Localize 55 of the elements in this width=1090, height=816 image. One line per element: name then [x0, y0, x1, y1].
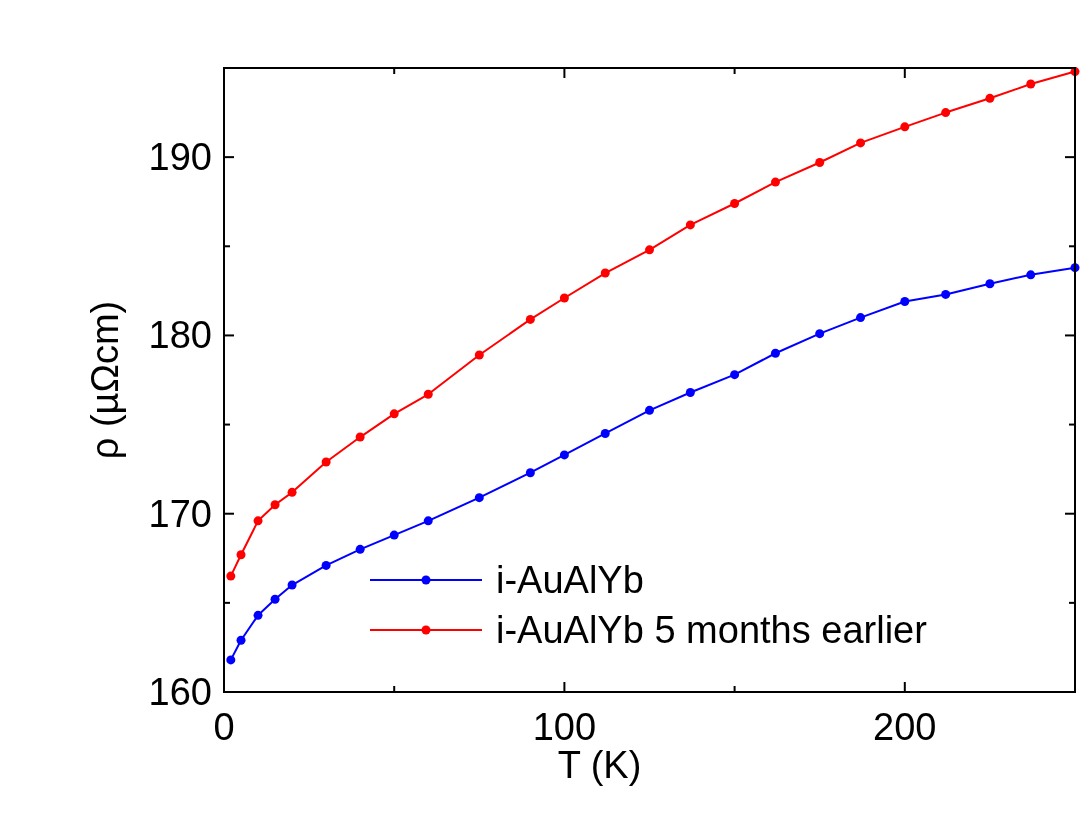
- x-tick-label: 200: [873, 706, 937, 748]
- y-tick-label: 190: [148, 136, 212, 179]
- point: [559, 450, 569, 460]
- point: [389, 530, 399, 540]
- y-tick-label: 170: [148, 492, 212, 535]
- point: [941, 108, 951, 118]
- point: [770, 348, 780, 358]
- point: [645, 245, 654, 255]
- point: [600, 428, 610, 438]
- point: [1026, 270, 1036, 280]
- point: [770, 177, 780, 187]
- point: [287, 487, 297, 497]
- y-tick-label: 180: [148, 314, 212, 357]
- point: [559, 293, 569, 303]
- point: [856, 313, 866, 323]
- y-axis-title: ρ (µΩcm): [84, 300, 126, 460]
- point: [253, 516, 263, 526]
- point: [685, 387, 695, 397]
- legend-label: i-AuAlYb 5 months earlier: [496, 609, 928, 651]
- point: [525, 468, 535, 478]
- point: [321, 457, 331, 467]
- point: [236, 550, 246, 560]
- point: [525, 314, 535, 324]
- x-tick-label: 0: [213, 706, 235, 748]
- point: [287, 580, 297, 590]
- point: [270, 594, 280, 604]
- point: [321, 560, 331, 570]
- point: [474, 493, 484, 503]
- point: [900, 122, 910, 132]
- point: [941, 289, 951, 299]
- point: [856, 138, 866, 148]
- point: [730, 199, 740, 208]
- y-tick-label: 160: [148, 671, 212, 713]
- legend-label: i-AuAlYb: [496, 559, 644, 601]
- point: [253, 610, 263, 620]
- point: [355, 544, 365, 554]
- point: [236, 635, 246, 645]
- point: [730, 370, 740, 380]
- point: [985, 279, 995, 289]
- point: [815, 329, 825, 339]
- point: [600, 268, 610, 278]
- point: [226, 571, 236, 581]
- point: [389, 409, 399, 419]
- point: [226, 655, 236, 665]
- point: [1026, 79, 1036, 89]
- point: [900, 297, 910, 307]
- point: [685, 220, 695, 230]
- point: [423, 389, 433, 399]
- point: [815, 157, 825, 167]
- point: [985, 93, 995, 103]
- point: [645, 405, 654, 415]
- point: [270, 500, 280, 510]
- point: [474, 350, 484, 360]
- point: [355, 432, 365, 442]
- point: [423, 516, 433, 526]
